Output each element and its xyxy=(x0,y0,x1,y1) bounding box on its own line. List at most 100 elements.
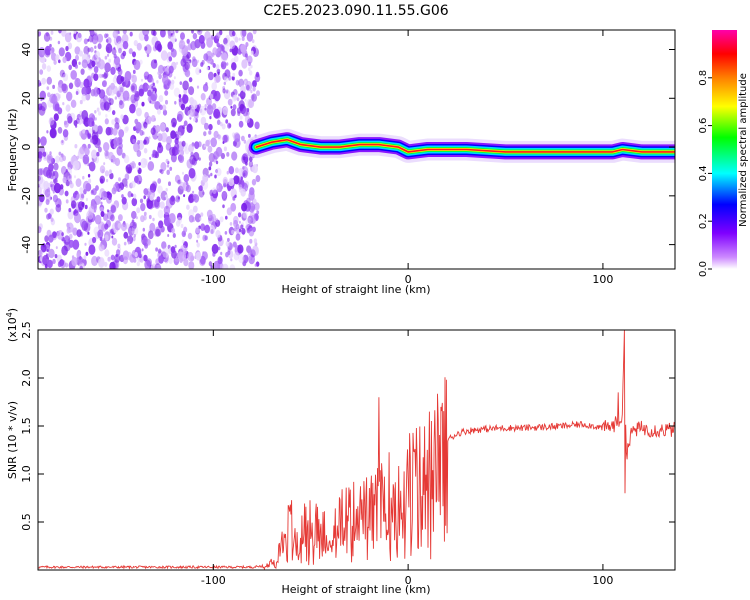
spectrogram-x-tick-label: -100 xyxy=(201,273,226,286)
noise-blob xyxy=(197,103,202,109)
noise-blob xyxy=(163,196,166,201)
noise-blob xyxy=(174,174,181,183)
noise-blob xyxy=(131,197,138,207)
noise-blob xyxy=(83,38,88,45)
noise-blob xyxy=(229,222,233,226)
noise-blob xyxy=(132,221,137,229)
noise-blob xyxy=(210,172,213,177)
noise-blob xyxy=(249,238,253,244)
noise-blob xyxy=(144,75,148,80)
noise-blob xyxy=(57,84,64,93)
noise-blob xyxy=(231,76,235,81)
noise-blob xyxy=(165,99,168,105)
noise-blob xyxy=(207,174,211,178)
noise-blob xyxy=(232,72,236,78)
noise-blob xyxy=(70,155,78,166)
noise-blob xyxy=(178,97,182,103)
noise-blob xyxy=(49,128,57,139)
noise-blob xyxy=(85,251,89,256)
noise-blob xyxy=(173,256,180,266)
noise-blob xyxy=(91,134,99,145)
noise-blob xyxy=(108,127,114,136)
snr-scale-text: (x10 xyxy=(6,317,19,342)
noise-blob xyxy=(206,37,214,48)
noise-blob xyxy=(250,218,254,223)
noise-blob xyxy=(111,235,114,239)
noise-blob xyxy=(113,137,120,147)
spectrogram-x-tick-label: 0 xyxy=(405,273,412,286)
noise-blob xyxy=(120,76,125,82)
noise-blob xyxy=(199,217,202,221)
noise-blob xyxy=(59,184,64,190)
noise-blob xyxy=(192,190,195,194)
noise-blob xyxy=(215,74,221,83)
noise-blob xyxy=(48,163,54,172)
noise-blob xyxy=(126,96,130,102)
noise-blob xyxy=(74,64,78,69)
noise-blob xyxy=(162,74,169,85)
noise-blob xyxy=(55,246,58,250)
noise-blob xyxy=(149,156,152,160)
noise-blob xyxy=(67,238,71,242)
noise-blob xyxy=(241,59,248,69)
noise-blob xyxy=(106,178,109,183)
colorbar-tick-label: 0.0 xyxy=(698,261,709,277)
noise-blob xyxy=(157,142,162,148)
noise-blob xyxy=(99,165,106,174)
snr-x-tick-label: 100 xyxy=(592,574,613,587)
noise-blob xyxy=(198,30,201,33)
noise-blob xyxy=(159,104,163,111)
noise-blob xyxy=(76,155,79,160)
noise-blob xyxy=(53,59,57,65)
spectrogram-y-tick-label: -20 xyxy=(20,187,33,205)
noise-blob xyxy=(46,249,49,252)
noise-blob xyxy=(102,80,107,88)
noise-blob xyxy=(48,117,55,126)
colorbar-tick-label: 0.4 xyxy=(698,165,709,181)
noise-blob xyxy=(173,87,181,97)
noise-blob xyxy=(113,183,119,192)
noise-blob xyxy=(188,143,195,153)
noise-blob xyxy=(128,225,135,236)
noise-blob xyxy=(87,38,90,42)
noise-blob xyxy=(103,261,108,267)
noise-blob xyxy=(96,125,103,135)
noise-blob xyxy=(232,241,237,248)
noise-blob xyxy=(88,35,94,43)
spectrogram-y-tick-label: 0 xyxy=(20,144,33,151)
snr-plot-area xyxy=(38,330,675,570)
snr-x-label: Height of straight line (km) xyxy=(281,583,430,596)
noise-blob xyxy=(107,256,111,262)
spectrogram-y-tick-label: 40 xyxy=(20,43,33,57)
noise-blob xyxy=(140,157,148,169)
noise-blob xyxy=(80,193,85,199)
noise-blob xyxy=(194,118,198,123)
noise-blob xyxy=(110,159,114,163)
noise-blob xyxy=(201,174,208,183)
noise-blob xyxy=(82,154,90,165)
noise-blob xyxy=(69,233,73,239)
noise-blob xyxy=(121,196,127,205)
noise-blob xyxy=(148,136,151,140)
noise-blob xyxy=(104,118,109,125)
noise-blob xyxy=(248,61,252,67)
noise-blob xyxy=(133,193,137,199)
colorbar-gradient xyxy=(712,30,737,269)
noise-blob xyxy=(52,258,56,264)
noise-blob xyxy=(111,119,115,125)
noise-blob xyxy=(54,103,60,111)
noise-blob xyxy=(55,155,60,163)
noise-blob xyxy=(222,263,229,269)
noise-blob xyxy=(118,142,123,150)
noise-blob xyxy=(247,55,253,64)
noise-blob xyxy=(185,181,189,186)
colorbar-tick-label: 0.8 xyxy=(698,70,709,86)
noise-blob xyxy=(170,122,173,126)
noise-blob xyxy=(110,254,115,261)
noise-blob xyxy=(94,117,97,121)
noise-blob xyxy=(79,131,83,137)
noise-blob xyxy=(145,188,152,198)
noise-blob xyxy=(242,87,247,93)
noise-blob xyxy=(109,172,114,180)
